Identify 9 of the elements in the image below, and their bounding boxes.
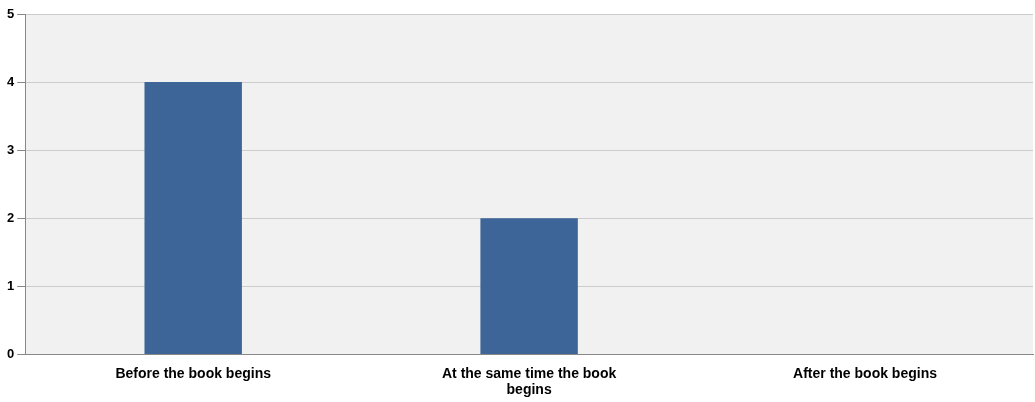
y-tick-label: 4	[7, 73, 15, 89]
y-tick-label: 5	[7, 5, 15, 21]
y-tick-label: 2	[7, 209, 15, 225]
y-tick-label: 0	[7, 345, 15, 361]
y-tick-label: 1	[7, 277, 15, 293]
x-tick-label: Before the book begins	[115, 364, 272, 381]
x-tick-label: At the same time the book begins	[441, 364, 617, 398]
x-tick-label: After the book begins	[793, 364, 938, 381]
y-tick-label: 3	[7, 141, 15, 157]
